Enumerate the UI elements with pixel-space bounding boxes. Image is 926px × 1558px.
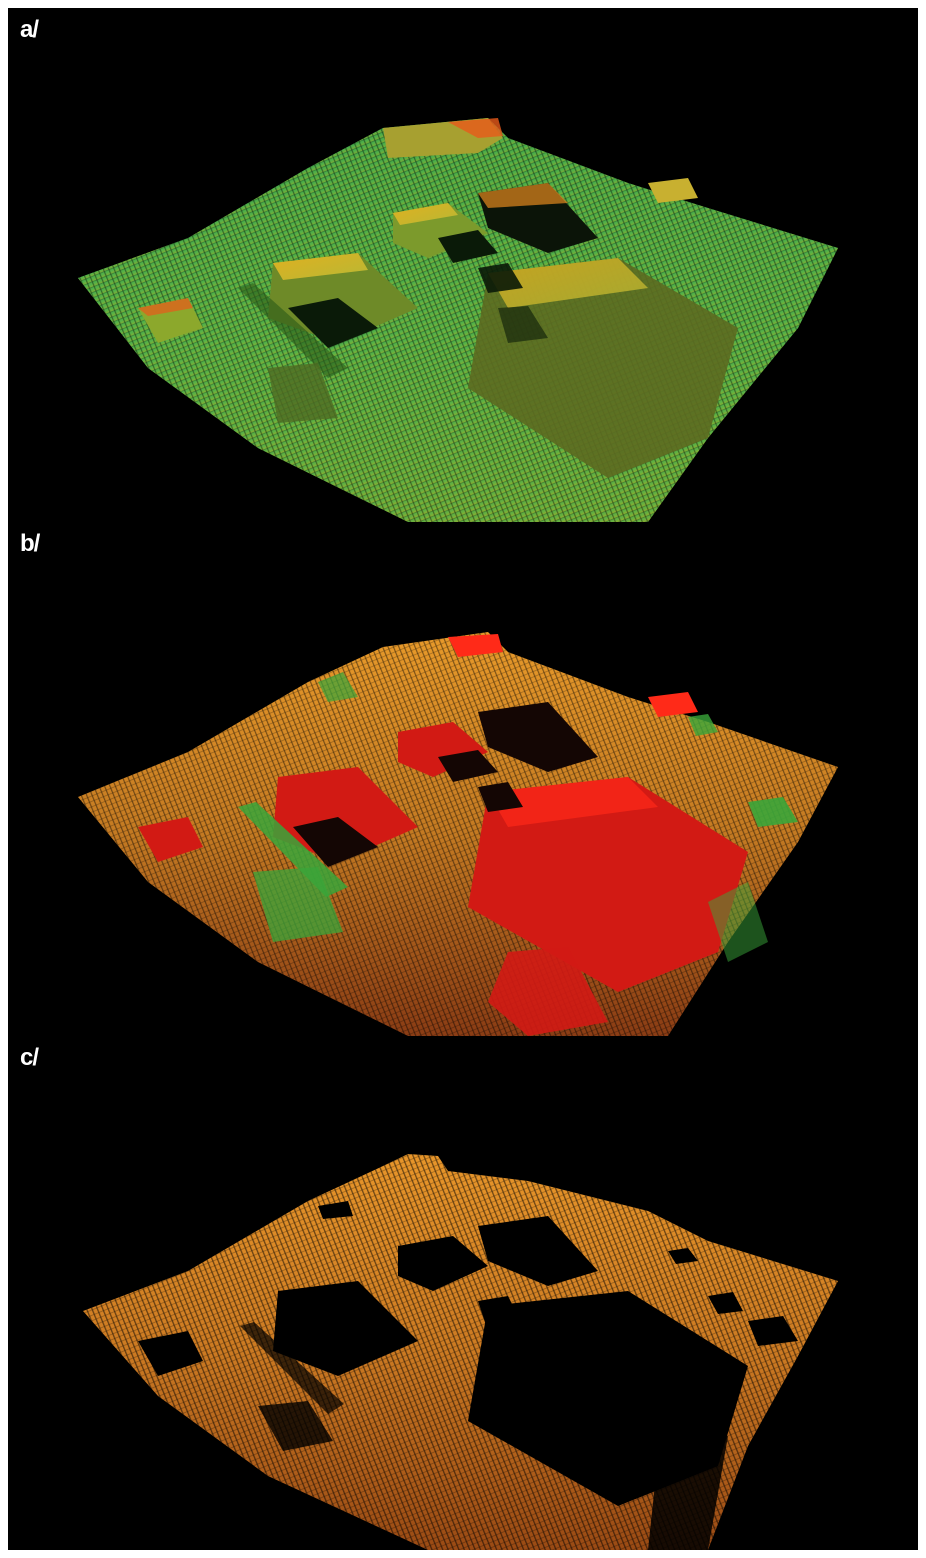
- building: [648, 178, 698, 203]
- vegetation: [748, 797, 798, 827]
- vegetation: [253, 867, 343, 942]
- panel-label-a: a/: [20, 16, 39, 43]
- building: [398, 722, 488, 777]
- removed-building-hole: [478, 1216, 598, 1286]
- point-cloud-c: [83, 1154, 838, 1550]
- removed-building-hole: [648, 1436, 728, 1550]
- building: [468, 258, 738, 478]
- removed-building-hole: [240, 1322, 344, 1414]
- removed-building-hole: [258, 1401, 333, 1451]
- removed-building-hole: [398, 1236, 488, 1291]
- building: [648, 692, 698, 717]
- vegetation: [238, 802, 348, 897]
- point-cloud-b: [78, 632, 838, 1036]
- figure-frame: a/: [8, 8, 918, 1550]
- removed-building-hole: [273, 1281, 418, 1376]
- panel-a: a/: [8, 8, 918, 522]
- building: [478, 702, 598, 772]
- removed-building-hole: [478, 1296, 523, 1331]
- removed-building-hole: [138, 1331, 203, 1376]
- removed-building-hole: [708, 1292, 743, 1314]
- panel-label-b: b/: [20, 530, 40, 557]
- vegetation: [708, 882, 768, 962]
- point-cloud-a: [78, 118, 838, 522]
- building: [468, 777, 748, 992]
- panel-label-c: c/: [20, 1044, 39, 1071]
- vegetation: [688, 714, 718, 736]
- removed-building-hole: [748, 1316, 798, 1346]
- panel-c: c/: [8, 1036, 918, 1550]
- removed-building-hole: [318, 1201, 353, 1219]
- building: [138, 817, 203, 862]
- panel-b: b/: [8, 522, 918, 1036]
- building: [488, 947, 608, 1036]
- vegetation: [318, 672, 358, 702]
- removed-building-hole: [668, 1248, 698, 1264]
- building: [448, 634, 503, 657]
